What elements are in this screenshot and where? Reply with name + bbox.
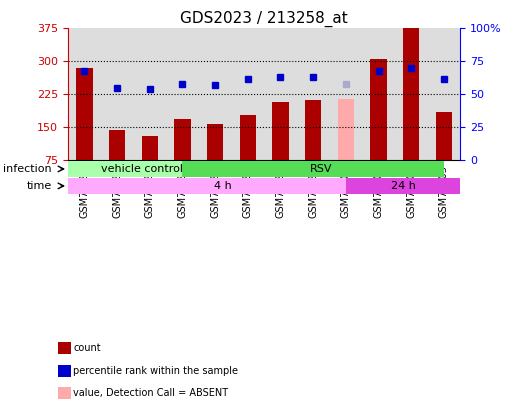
FancyBboxPatch shape — [52, 161, 183, 177]
Text: 4 h: 4 h — [214, 181, 232, 191]
Text: infection: infection — [3, 164, 52, 174]
FancyBboxPatch shape — [346, 178, 460, 194]
Text: 24 h: 24 h — [391, 181, 415, 191]
FancyBboxPatch shape — [68, 178, 379, 194]
Bar — [272, 102, 289, 160]
Bar — [403, 28, 419, 160]
Bar — [76, 68, 93, 160]
Text: RSV: RSV — [310, 164, 333, 174]
FancyBboxPatch shape — [183, 161, 444, 177]
Bar — [338, 99, 354, 160]
Bar — [142, 136, 158, 160]
Bar — [207, 124, 223, 160]
Bar — [436, 112, 452, 160]
Bar — [370, 59, 386, 160]
Bar — [174, 119, 190, 160]
Text: value, Detection Call = ABSENT: value, Detection Call = ABSENT — [73, 388, 229, 398]
Bar — [240, 115, 256, 160]
Bar — [109, 130, 125, 160]
Text: time: time — [26, 181, 52, 191]
Text: vehicle control: vehicle control — [100, 164, 183, 174]
Title: GDS2023 / 213258_at: GDS2023 / 213258_at — [180, 11, 348, 27]
Text: count: count — [73, 343, 101, 353]
Text: percentile rank within the sample: percentile rank within the sample — [73, 366, 238, 375]
Bar — [305, 100, 321, 160]
